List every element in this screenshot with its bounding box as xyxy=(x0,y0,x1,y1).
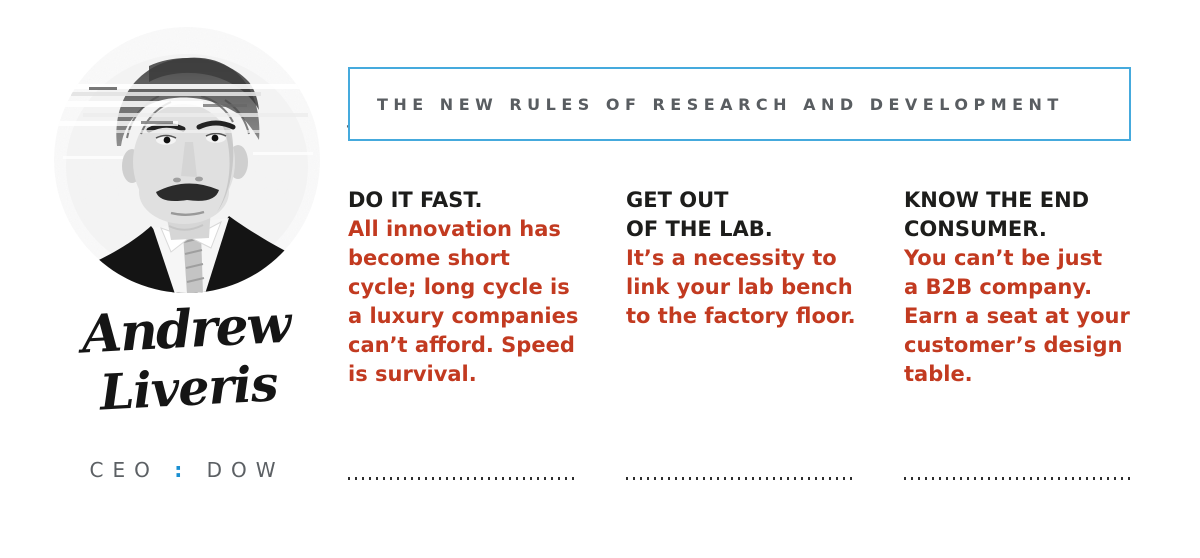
rule-body: It’s a necessity to link your lab bench … xyxy=(626,246,856,328)
portrait-illustration-icon xyxy=(54,27,320,293)
title-box: THE NEW RULES OF RESEARCH AND DEVELOPMEN… xyxy=(348,67,1131,141)
role-separator: : xyxy=(174,458,192,482)
signature: Andrew Liveris xyxy=(35,292,339,423)
portrait: + xyxy=(53,26,367,294)
dotted-rule xyxy=(348,477,578,480)
rule-column-know-the-end-consumer: KNOW THE END CONSUMER. You can’t be just… xyxy=(904,186,1134,482)
rules-grid: DO IT FAST. All innovation has become sh… xyxy=(348,186,1134,482)
company-label: DOW xyxy=(206,458,285,482)
rule-heading: GET OUT OF THE LAB. xyxy=(626,188,773,241)
rule-column-do-it-fast: DO IT FAST. All innovation has become sh… xyxy=(348,186,578,482)
role-label: CEO xyxy=(89,458,159,482)
rule-column-get-out-of-the-lab: GET OUT OF THE LAB. It’s a necessity to … xyxy=(626,186,856,482)
rule-heading: DO IT FAST. xyxy=(348,188,483,212)
dotted-rule xyxy=(626,477,856,480)
page-title: THE NEW RULES OF RESEARCH AND DEVELOPMEN… xyxy=(377,94,1064,114)
dotted-rule xyxy=(904,477,1134,480)
role-caption: CEO : DOW xyxy=(53,458,321,482)
rule-body: You can’t be just a B2B company. Earn a … xyxy=(904,246,1130,386)
rule-heading: KNOW THE END CONSUMER. xyxy=(904,188,1090,241)
rule-body: All innovation has become short cycle; l… xyxy=(348,217,579,386)
